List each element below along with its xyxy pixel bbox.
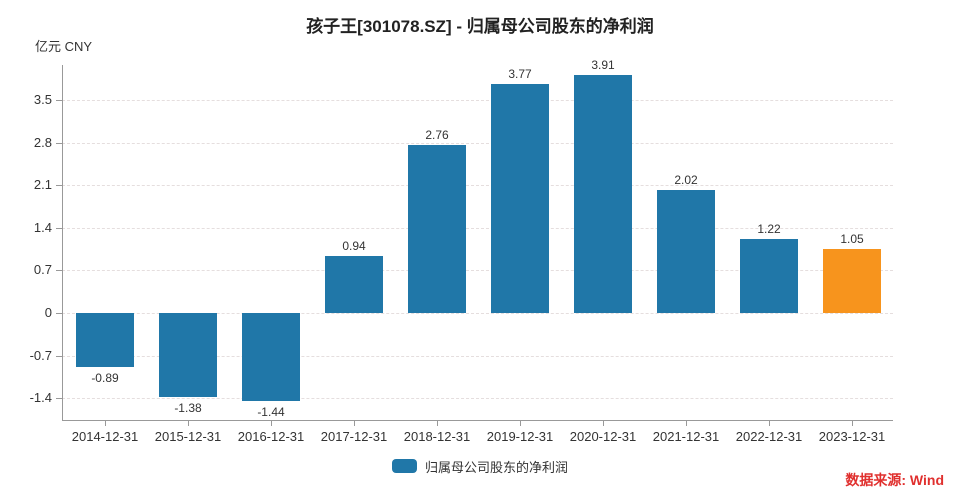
y-axis-unit-label: 亿元 CNY [35, 39, 93, 54]
x-tick-label: 2021-12-31 [652, 429, 720, 444]
y-tick-label: 0.7 [33, 262, 52, 278]
y-tick-label: 1.4 [33, 219, 52, 235]
gridline [62, 270, 893, 272]
bar-2022-12-31[interactable] [740, 238, 798, 313]
bar-2023-12-31[interactable] [823, 249, 881, 313]
x-tick-mark [105, 420, 106, 426]
bar-2014-12-31[interactable] [76, 313, 134, 368]
bar-value-label: 3.91 [591, 58, 615, 73]
y-tick-label: 2.8 [33, 134, 52, 150]
data-source-label: 数据来源: Wind [845, 472, 944, 488]
y-tick-mark [56, 270, 62, 272]
bar-value-label: 1.22 [757, 221, 781, 236]
x-tick-label: 2019-12-31 [486, 429, 554, 444]
bar-2016-12-31[interactable] [242, 313, 300, 401]
x-tick-label: 2015-12-31 [154, 429, 222, 444]
x-tick-mark [188, 420, 189, 426]
chart-title: 孩子王[301078.SZ] - 归属母公司股东的净利润 [306, 17, 654, 36]
gridline [62, 227, 893, 229]
gridline [62, 185, 893, 187]
bar-value-label: -0.89 [91, 371, 119, 386]
x-tick-label: 2018-12-31 [403, 429, 471, 444]
y-tick-mark [56, 100, 62, 102]
legend-label: 归属母公司股东的净利润 [424, 459, 568, 475]
y-tick-mark [56, 355, 62, 357]
gridline [62, 398, 893, 400]
bar-value-label: -1.38 [174, 400, 202, 415]
y-tick-mark [56, 185, 62, 187]
x-tick-label: 2017-12-31 [320, 429, 388, 444]
bar-2020-12-31[interactable] [574, 75, 632, 313]
bar-2019-12-31[interactable] [491, 83, 549, 313]
y-axis-line [62, 65, 63, 420]
bar-2021-12-31[interactable] [657, 190, 715, 313]
bar-value-label: -1.44 [257, 404, 285, 419]
y-tick-label: 2.1 [33, 177, 52, 193]
bar-value-label: 3.77 [508, 66, 532, 81]
x-tick-mark [271, 420, 272, 426]
x-tick-mark [437, 420, 438, 426]
bar-2017-12-31[interactable] [325, 255, 383, 313]
x-tick-label: 2020-12-31 [569, 429, 637, 444]
x-tick-mark [769, 420, 770, 426]
bar-value-label: 0.94 [342, 238, 366, 253]
x-tick-label: 2016-12-31 [237, 429, 305, 444]
bar-2015-12-31[interactable] [159, 313, 217, 397]
bar-value-label: 1.05 [840, 232, 864, 247]
y-tick-label: -0.7 [29, 347, 52, 363]
x-tick-label: 2014-12-31 [71, 429, 139, 444]
x-tick-mark [852, 420, 853, 426]
y-tick-label: -1.4 [29, 390, 52, 406]
bar-value-label: 2.76 [425, 128, 449, 143]
gridline [62, 100, 893, 102]
gridline [62, 313, 893, 314]
y-tick-label: 0 [44, 305, 52, 320]
gridline [62, 142, 893, 144]
x-tick-mark [603, 420, 604, 426]
x-tick-label: 2023-12-31 [818, 429, 886, 444]
legend-swatch-icon [391, 459, 417, 473]
x-tick-mark [686, 420, 687, 426]
legend[interactable]: 归属母公司股东的净利润 [0, 456, 960, 476]
y-tick-mark [56, 227, 62, 229]
bar-value-label: 2.02 [674, 173, 698, 188]
x-axis-line [62, 420, 893, 421]
x-tick-mark [354, 420, 355, 426]
y-tick-label: 3.5 [33, 92, 52, 108]
y-tick-mark [56, 398, 62, 400]
x-tick-label: 2022-12-31 [735, 429, 803, 444]
y-tick-mark [56, 142, 62, 144]
bar-2018-12-31[interactable] [408, 145, 466, 313]
y-tick-mark [56, 313, 62, 314]
x-tick-mark [520, 420, 521, 426]
gridline [62, 355, 893, 357]
